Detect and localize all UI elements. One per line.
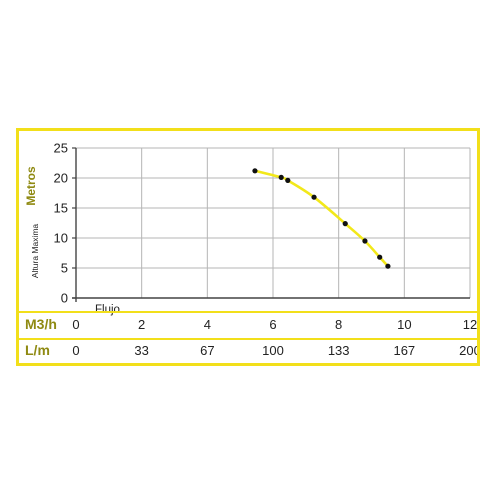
m3h-tick-label: 10 <box>397 317 411 332</box>
lm-tick-label: 200 <box>459 343 477 358</box>
y-tick-label: 5 <box>61 261 68 276</box>
y-tick-label: 10 <box>54 231 68 246</box>
m3h-tick-label: 2 <box>138 317 145 332</box>
y-tick-label: 20 <box>54 171 68 186</box>
y-axis-subtitle: Altura Maxima <box>30 224 40 279</box>
lm-tick-label: 67 <box>200 343 214 358</box>
y-tick-labels: 0 5 10 15 20 25 <box>54 141 68 306</box>
chart-frame: 0 5 10 15 20 25 Metros Altura Maxima Flujo M3… <box>16 128 480 366</box>
y-tick-label: 25 <box>54 141 68 156</box>
y-tick-label: 15 <box>54 201 68 216</box>
data-point-3 <box>285 177 291 183</box>
y-axis-title: Metros <box>24 166 38 206</box>
data-point-5 <box>342 221 348 227</box>
pump-curve-line <box>253 169 390 268</box>
data-point-2 <box>278 174 284 180</box>
m3h-tick-label: 12 <box>463 317 477 332</box>
data-points <box>252 168 391 269</box>
m3h-tick-label: 6 <box>269 317 276 332</box>
m3h-tick-label: 0 <box>72 317 79 332</box>
m3h-tick-labels: 0 2 4 6 8 10 12 <box>72 317 477 332</box>
data-point-8 <box>385 263 391 269</box>
data-point-1 <box>252 168 258 174</box>
m3h-tick-label: 4 <box>204 317 211 332</box>
grid <box>72 147 471 302</box>
lm-unit-label: L/m <box>25 342 50 358</box>
data-point-4 <box>311 194 317 200</box>
lm-tick-label: 33 <box>134 343 148 358</box>
data-point-6 <box>362 238 368 244</box>
data-point-7 <box>377 254 383 260</box>
y-tick-label: 0 <box>61 291 68 306</box>
lm-tick-label: 100 <box>262 343 284 358</box>
lm-tick-label: 167 <box>393 343 415 358</box>
m3h-tick-label: 8 <box>335 317 342 332</box>
m3h-unit-label: M3/h <box>25 316 57 332</box>
x-axis-label: Flujo <box>95 304 120 316</box>
lm-tick-label: 0 <box>72 343 79 358</box>
lm-tick-labels: 0 33 67 100 133 167 200 <box>72 343 477 358</box>
lm-tick-label: 133 <box>328 343 350 358</box>
